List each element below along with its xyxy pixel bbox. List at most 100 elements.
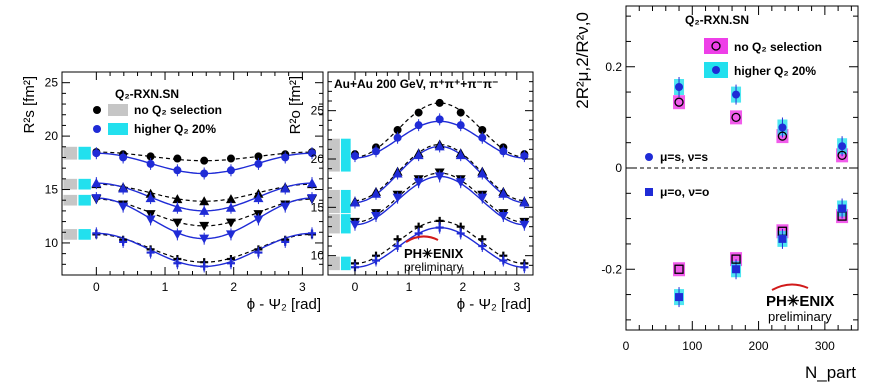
data-point bbox=[435, 115, 444, 124]
data-point bbox=[434, 172, 445, 182]
x-tick-label: 0 bbox=[352, 280, 359, 294]
x-tick-label: 2 bbox=[460, 280, 467, 294]
data-point bbox=[414, 108, 423, 117]
y-tick-label: 25 bbox=[311, 104, 325, 118]
data-point bbox=[118, 183, 129, 193]
systematic-band-no-q2 bbox=[63, 194, 78, 206]
y-tick-label: 20 bbox=[311, 152, 325, 166]
data-point bbox=[478, 133, 487, 142]
data-point bbox=[226, 259, 235, 268]
data-point bbox=[838, 142, 847, 151]
y-axis-label: 2R²μ,2/R²ν,0 bbox=[573, 12, 592, 109]
systematic-band-no-q2 bbox=[63, 178, 78, 190]
data-point bbox=[253, 193, 264, 203]
phenix-logo-swoosh bbox=[405, 235, 439, 243]
data-point bbox=[778, 123, 787, 132]
x-tick-label: 200 bbox=[749, 339, 769, 353]
data-point bbox=[281, 153, 290, 162]
data-point bbox=[172, 202, 183, 212]
data-point bbox=[520, 152, 529, 161]
data-point bbox=[732, 90, 741, 99]
systematic-band-high-q2 bbox=[78, 229, 91, 240]
data-point bbox=[499, 256, 508, 265]
annotation-marker bbox=[645, 188, 653, 196]
x-tick-label: 0 bbox=[623, 339, 630, 353]
y-tick-label: 15 bbox=[311, 200, 325, 214]
data-point bbox=[145, 193, 156, 203]
data-point bbox=[172, 218, 183, 228]
data-point bbox=[838, 204, 847, 213]
legend-marker bbox=[93, 106, 101, 114]
data-point bbox=[392, 168, 403, 178]
data-point bbox=[349, 197, 360, 207]
legend-swatch bbox=[704, 38, 728, 54]
data-point bbox=[372, 147, 381, 156]
data-point bbox=[225, 194, 236, 204]
x-tick-label: 3 bbox=[299, 280, 306, 294]
data-point bbox=[777, 131, 788, 141]
data-point bbox=[477, 193, 488, 203]
legend-title: Q₂-RXN.SN bbox=[685, 13, 749, 27]
legend-label: higher Q₂ 20% bbox=[134, 122, 216, 136]
data-point bbox=[119, 237, 128, 246]
data-point bbox=[92, 229, 101, 238]
data-point bbox=[172, 230, 183, 240]
data-point bbox=[392, 193, 403, 203]
data-point bbox=[349, 220, 360, 230]
data-point bbox=[498, 188, 509, 198]
data-point bbox=[146, 248, 155, 257]
data-point bbox=[732, 265, 741, 274]
legend-swatch bbox=[108, 123, 128, 135]
data-point bbox=[731, 112, 741, 123]
systematic-band-no-q2 bbox=[329, 138, 340, 172]
y-tick-label: 10 bbox=[45, 236, 59, 250]
systematic-band-no-q2 bbox=[63, 229, 78, 240]
data-point bbox=[253, 215, 264, 225]
data-point bbox=[308, 229, 317, 238]
data-point bbox=[477, 168, 488, 178]
data-point bbox=[413, 150, 424, 160]
data-point bbox=[414, 121, 423, 130]
data-point bbox=[200, 262, 209, 271]
data-point bbox=[350, 152, 359, 161]
data-point bbox=[254, 248, 263, 257]
data-point bbox=[281, 237, 290, 246]
legend-title: Q₂-RXN.SN bbox=[115, 87, 179, 101]
fit-curve-no-q2 bbox=[96, 198, 313, 227]
annotation-marker bbox=[645, 153, 653, 161]
fit-curve-no-q2 bbox=[354, 102, 525, 158]
data-point bbox=[91, 194, 102, 204]
x-tick-label: 2 bbox=[230, 280, 237, 294]
data-point bbox=[200, 169, 209, 178]
data-point bbox=[519, 197, 530, 207]
systematic-band-no-q2 bbox=[63, 146, 78, 160]
legend-label: no Q₂ selection bbox=[734, 40, 822, 54]
data-point bbox=[371, 212, 382, 222]
data-point bbox=[200, 156, 209, 165]
data-point bbox=[371, 188, 382, 198]
plot-frame bbox=[327, 71, 534, 276]
systematic-band-high-q2 bbox=[340, 256, 351, 271]
x-axis-label: ϕ - Ψ₂ [rad] bbox=[247, 296, 321, 313]
fit-curve-no-q2 bbox=[354, 143, 525, 202]
data-point bbox=[146, 152, 155, 161]
phenix-logo: PH✳ENIX bbox=[766, 293, 834, 310]
data-point bbox=[307, 194, 318, 204]
data-point bbox=[455, 150, 466, 160]
data-point bbox=[118, 202, 129, 212]
data-point bbox=[199, 205, 210, 215]
y-tick-label: 0 bbox=[615, 161, 622, 175]
data-point bbox=[393, 126, 402, 134]
data-point bbox=[91, 178, 102, 188]
x-axis-label: N_part bbox=[805, 363, 856, 382]
legend-marker bbox=[711, 41, 721, 51]
data-point bbox=[456, 121, 465, 130]
data-point bbox=[413, 178, 424, 188]
phenix-preliminary: preliminary bbox=[404, 260, 463, 274]
legend-swatch bbox=[108, 104, 128, 116]
panel-right: 0 100 200 300 -0.2 0 0.2 N_part 2R²μ,2/R²ν,0 Q₂-R… bbox=[573, 5, 859, 382]
data-point bbox=[199, 196, 210, 206]
phenix-logo: PH✳ENIX bbox=[404, 246, 464, 261]
panel-left: 0 1 2 3 10 15 20 25 ϕ - Ψ₂ [rad] R²s [fm²] Q₂-RXN.… bbox=[21, 71, 324, 313]
